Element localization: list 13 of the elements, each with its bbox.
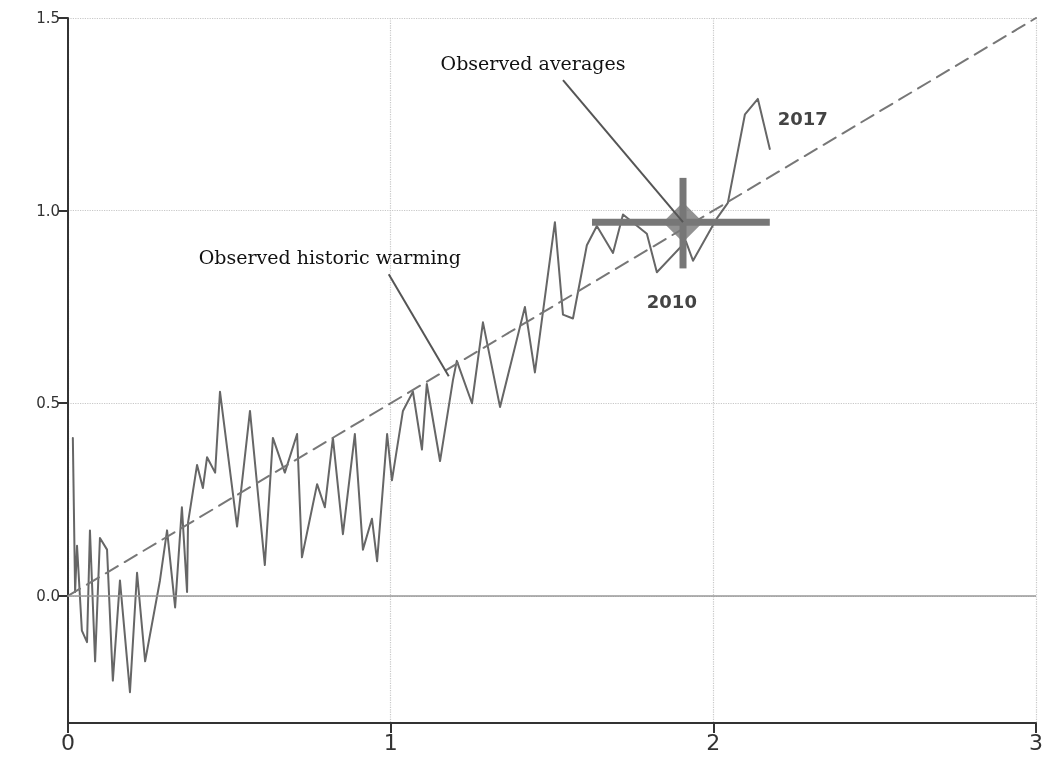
x-tick-label: 3 bbox=[1029, 729, 1043, 755]
y-tick-label: 0.0 bbox=[36, 586, 60, 605]
x-tick-label: 1 bbox=[383, 729, 398, 755]
y-tick-label: 1.0 bbox=[36, 201, 60, 220]
y-tick-label: 1.5 bbox=[36, 9, 60, 27]
annotation: 2010 bbox=[646, 290, 697, 312]
annotation: 2017 bbox=[777, 108, 828, 130]
annotation: Observed averages bbox=[440, 51, 626, 74]
annotation: Observed historic warming bbox=[198, 245, 461, 268]
x-tick-label: 0 bbox=[61, 729, 75, 755]
line-series bbox=[71, 97, 771, 694]
x-tick-label: 2 bbox=[706, 729, 721, 755]
y-tick-label: 0.5 bbox=[36, 394, 60, 413]
